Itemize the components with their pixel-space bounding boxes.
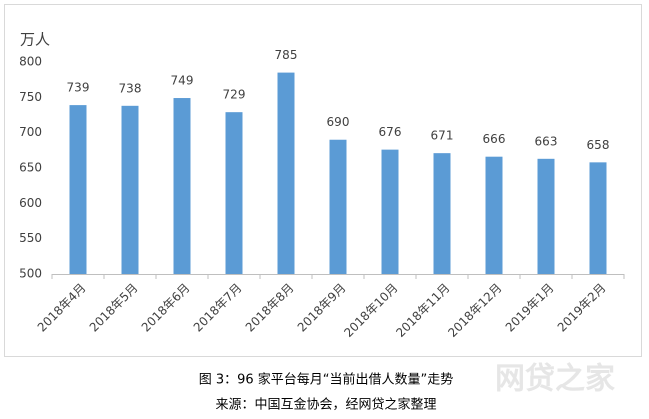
- value-label: 663: [535, 134, 558, 148]
- bar: [121, 105, 139, 275]
- bar: [381, 149, 399, 274]
- bar: [225, 112, 243, 274]
- bar: [69, 105, 87, 275]
- bar: [589, 162, 607, 274]
- value-label: 729: [223, 88, 246, 102]
- caption: 图 3：96 家平台每月“当前出借人数量”走势: [199, 372, 454, 388]
- value-label: 666: [483, 132, 506, 146]
- y-tick-label: 750: [19, 90, 42, 104]
- bar: [485, 156, 503, 274]
- value-label: 749: [171, 74, 194, 88]
- y-tick-label: 700: [19, 125, 42, 139]
- value-label: 785: [275, 48, 298, 62]
- source: 来源：中国互金协会，经网贷之家整理: [215, 397, 436, 413]
- value-label: 671: [431, 129, 454, 143]
- y-tick-label: 600: [19, 196, 42, 210]
- y-tick-label: 500: [19, 267, 42, 281]
- value-label: 738: [119, 81, 142, 95]
- y-tick-label: 800: [19, 55, 42, 69]
- value-label: 658: [587, 138, 610, 152]
- bar: [433, 153, 451, 274]
- bar: [173, 98, 191, 274]
- value-label: 676: [379, 125, 402, 139]
- bar: [277, 72, 295, 274]
- watermark: 网贷之家: [495, 362, 615, 397]
- bar: [537, 158, 555, 274]
- y-axis-label: 万人: [20, 31, 50, 49]
- bar: [329, 139, 347, 274]
- value-label: 690: [327, 115, 350, 129]
- y-tick-label: 550: [19, 231, 42, 245]
- chart-frame: [4, 4, 642, 357]
- y-tick-label: 650: [19, 161, 42, 175]
- value-label: 739: [67, 81, 90, 95]
